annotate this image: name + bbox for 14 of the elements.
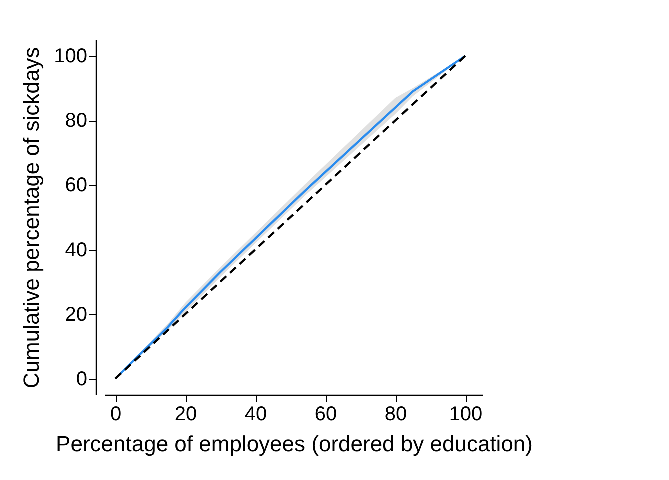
y-tick-label: 40: [65, 239, 88, 262]
x-axis-title: Percentage of employees (ordered by education): [56, 432, 533, 456]
y-axis-title: Cumulative percentage of sickdays: [19, 47, 44, 389]
x-tick-label: 60: [314, 404, 338, 426]
x-tick-label: 100: [449, 404, 483, 426]
x-tick-label: 20: [174, 404, 198, 426]
y-tick-label: 100: [54, 46, 88, 68]
y-tick-label: 60: [65, 174, 88, 197]
y-tick-label: 0: [76, 368, 88, 390]
x-tick-label: 0: [110, 404, 122, 426]
y-tick-label: 80: [65, 110, 88, 132]
y-tick-label: 20: [65, 304, 88, 326]
x-tick-label: 80: [384, 404, 408, 426]
x-tick-label: 40: [244, 404, 268, 426]
